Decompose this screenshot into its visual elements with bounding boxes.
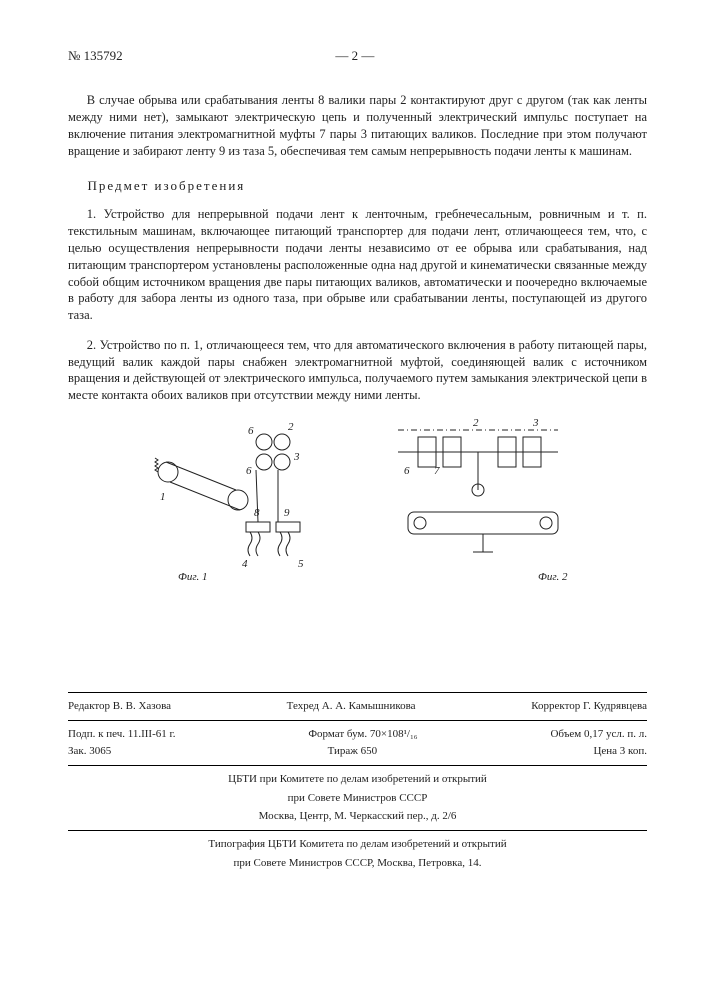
corrector: Корректор Г. Кудрявцева [531,699,647,714]
price: Цена 3 коп. [593,744,647,759]
editor: Редактор В. В. Хазова [68,699,171,714]
imprint-row-3: Зак. 3065 Тираж 650 Цена 3 коп. [68,744,647,759]
doc-number: № 135792 [68,48,123,64]
org-line-2: при Совете Министров СССР [68,791,647,806]
print-run: Тираж 650 [328,744,378,759]
fig1-n9: 9 [284,507,290,519]
fig1-group [155,430,558,556]
claims-heading: Предмет изобретения [68,178,647,194]
fig1-n5: 5 [298,558,304,570]
fig1-n6b: 6 [246,465,252,477]
tech-ed: Техред А. А. Камышникова [287,699,416,714]
order-no: Зак. 3065 [68,744,111,759]
paper-format: Формат бум. 70×108¹/₁₆ [308,727,417,742]
fig1-caption: Фиг. 1 [178,571,208,583]
patent-figures-svg: 1 6 2 3 6 4 5 8 9 2 3 6 7 Фиг. 1 Фиг. 2 [138,412,578,602]
fig1-n8: 8 [254,507,260,519]
org-line-1: ЦБТИ при Комитете по делам изобретений и… [68,772,647,787]
volume: Объем 0,17 усл. п. л. [550,727,647,742]
typo-line-2: при Совете Министров СССР, Москва, Петро… [68,856,647,871]
fig2-n7: 7 [434,465,440,477]
claim-2: 2. Устройство по п. 1, отличающееся тем,… [68,337,647,405]
typo-line-1: Типография ЦБТИ Комитета по делам изобре… [68,837,647,852]
fig2-n6: 6 [404,465,410,477]
imprint-row-2: Подп. к печ. 11.III-61 г. Формат бум. 70… [68,727,647,742]
fig2-caption: Фиг. 2 [538,571,568,583]
imprint-row-1: Редактор В. В. Хазова Техред А. А. Камыш… [68,699,647,714]
fig1-n6a: 6 [248,425,254,437]
fig1-n3: 3 [293,451,300,463]
imprint-block: Редактор В. В. Хазова Техред А. А. Камыш… [68,692,647,871]
org-line-3: Москва, Центр, М. Черкасский пер., д. 2/… [68,809,647,824]
fig2-n2: 2 [473,417,479,429]
intro-paragraph: В случае обрыва или срабатывания ленты 8… [68,92,647,160]
page-header: № 135792 — 2 — [68,48,647,64]
claim-1: 1. Устройство для непрерывной подачи лен… [68,206,647,324]
figures-block: 1 6 2 3 6 4 5 8 9 2 3 6 7 Фиг. 1 Фиг. 2 [68,412,647,602]
page-marker: — 2 — [123,48,587,64]
fig1-n2: 2 [288,421,294,433]
fig2-n3: 3 [532,417,539,429]
fig1-n1: 1 [160,491,166,503]
fig1-n4: 4 [242,558,248,570]
print-date: Подп. к печ. 11.III-61 г. [68,727,176,742]
